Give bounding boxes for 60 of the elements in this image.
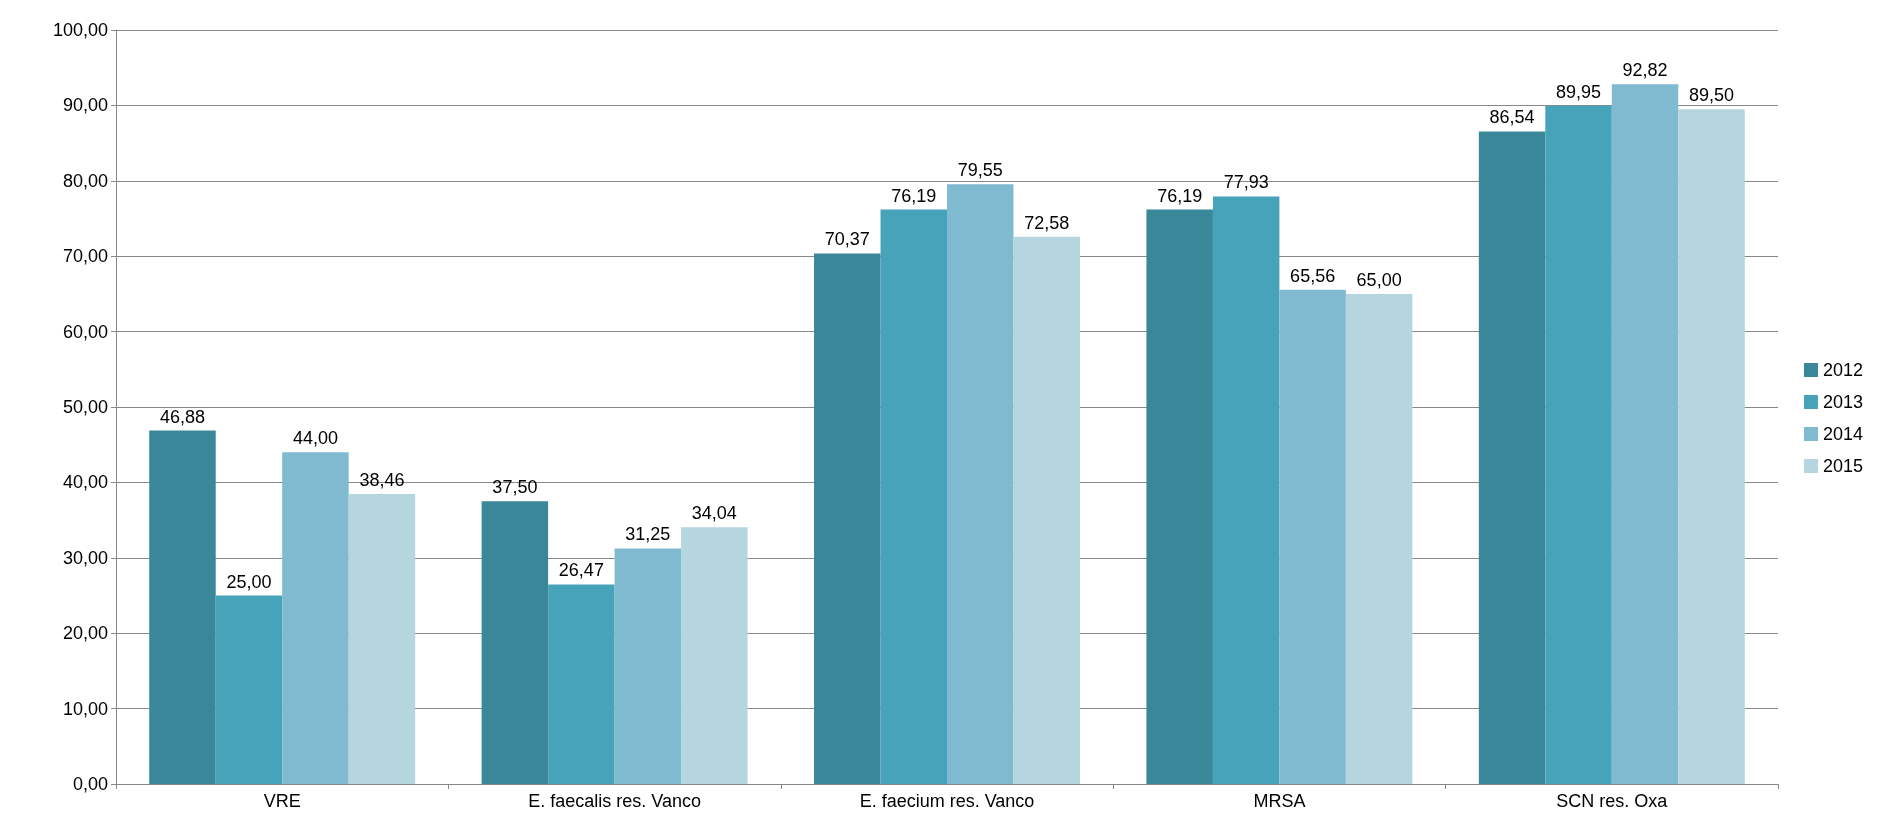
bar xyxy=(947,184,1014,784)
y-tick-label: 0,00 xyxy=(72,774,108,794)
data-label: 44,00 xyxy=(292,428,338,449)
bar xyxy=(614,548,682,784)
bar xyxy=(149,430,216,784)
y-tick-label: 10,00 xyxy=(62,698,108,719)
data-label: 46,88 xyxy=(159,406,205,427)
bar xyxy=(1345,293,1413,784)
data-label: 89,50 xyxy=(1689,85,1735,106)
bar xyxy=(1013,236,1080,784)
data-label: 86,54 xyxy=(1489,107,1535,128)
data-label: 70,37 xyxy=(824,229,870,250)
bar xyxy=(681,527,748,784)
data-label: 65,00 xyxy=(1356,269,1402,290)
bar xyxy=(1545,105,1612,784)
data-label: 38,46 xyxy=(359,470,405,491)
data-label: 92,82 xyxy=(1622,60,1668,81)
x-tick-label: E. faecalis res. Vanco xyxy=(528,791,701,811)
y-tick-label: 40,00 xyxy=(62,472,108,493)
data-label: 31,25 xyxy=(625,524,671,545)
bar xyxy=(1611,84,1679,784)
bar xyxy=(814,253,881,784)
data-label: 26,47 xyxy=(558,560,604,581)
data-label: 79,55 xyxy=(957,160,1003,181)
data-label: 76,19 xyxy=(891,185,937,206)
bar xyxy=(1279,289,1346,784)
x-tick-label: SCN res. Oxa xyxy=(1556,791,1669,811)
y-tick-label: 100,00 xyxy=(52,20,108,40)
x-tick-label: MRSA xyxy=(1253,791,1306,811)
y-tick-label: 70,00 xyxy=(62,246,108,267)
y-tick-label: 50,00 xyxy=(62,397,108,417)
x-tick-label: E. faecium res. Vanco xyxy=(859,791,1035,811)
data-label: 25,00 xyxy=(226,571,272,592)
y-tick-label: 80,00 xyxy=(62,170,108,191)
bar xyxy=(548,584,615,784)
data-label: 89,95 xyxy=(1556,81,1602,102)
bar xyxy=(1212,196,1280,784)
legend-label: 2013 xyxy=(1822,392,1863,412)
legend-label: 2014 xyxy=(1822,424,1863,444)
x-tick-label: VRE xyxy=(263,791,301,811)
bar xyxy=(481,501,549,784)
data-label: 76,19 xyxy=(1157,185,1203,206)
bar xyxy=(880,209,947,784)
bar xyxy=(215,595,283,784)
y-tick-label: 20,00 xyxy=(62,623,108,644)
y-tick-label: 30,00 xyxy=(62,547,108,568)
data-label: 37,50 xyxy=(492,477,538,498)
bar xyxy=(282,452,349,784)
bar xyxy=(1678,109,1745,784)
bar xyxy=(1478,131,1546,784)
legend-label: 2015 xyxy=(1822,456,1863,476)
y-tick-label: 60,00 xyxy=(62,321,108,342)
bar xyxy=(348,494,416,784)
data-label: 34,04 xyxy=(691,503,737,524)
data-label: 77,93 xyxy=(1223,172,1269,193)
y-tick-label: 90,00 xyxy=(62,95,108,116)
bar xyxy=(1146,209,1213,784)
data-label: 72,58 xyxy=(1024,212,1070,233)
data-label: 65,56 xyxy=(1290,265,1336,286)
legend-label: 2012 xyxy=(1822,360,1863,380)
